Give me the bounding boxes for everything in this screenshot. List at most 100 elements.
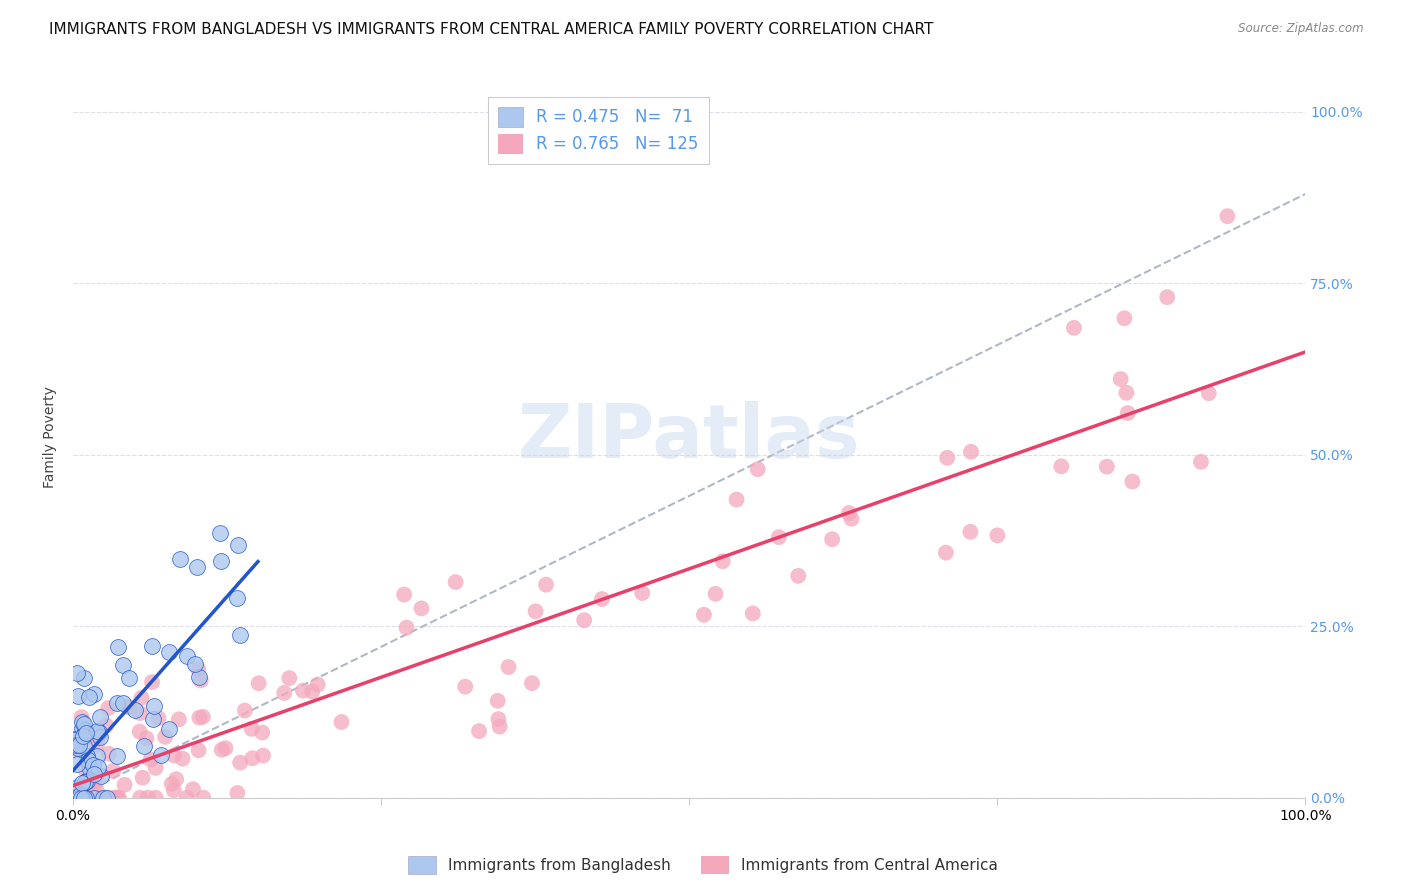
Point <box>747 462 769 476</box>
Point <box>83 790 105 805</box>
Point <box>1115 385 1137 400</box>
Point <box>135 731 157 746</box>
Point <box>70 776 93 790</box>
Point <box>83 790 105 805</box>
Point <box>186 560 208 574</box>
Point <box>77 727 100 741</box>
Point <box>66 689 89 703</box>
Point <box>73 671 96 685</box>
Point <box>229 756 252 770</box>
Point <box>395 621 418 635</box>
Point <box>301 684 323 698</box>
Point <box>63 780 86 795</box>
Point <box>87 760 110 774</box>
Point <box>468 724 491 739</box>
Point <box>187 743 209 757</box>
Point <box>936 450 959 465</box>
Point <box>153 730 176 744</box>
Point <box>486 694 509 708</box>
Point <box>86 784 108 798</box>
Point <box>1189 455 1212 469</box>
Text: Source: ZipAtlas.com: Source: ZipAtlas.com <box>1239 22 1364 36</box>
Point <box>160 777 183 791</box>
Point <box>1063 321 1085 335</box>
Point <box>841 512 863 526</box>
Point <box>141 675 163 690</box>
Point <box>70 721 93 735</box>
Point <box>142 698 165 713</box>
Point <box>76 752 98 766</box>
Point <box>94 790 117 805</box>
Point <box>63 790 86 805</box>
Point <box>105 696 128 710</box>
Point <box>139 752 162 766</box>
Point <box>70 790 93 805</box>
Point <box>96 790 118 805</box>
Point <box>86 774 108 789</box>
Point <box>229 628 252 642</box>
Point <box>1198 386 1220 401</box>
Point <box>240 751 263 765</box>
Point <box>82 782 104 797</box>
Point <box>67 790 90 805</box>
Point <box>214 741 236 756</box>
Point <box>190 673 212 688</box>
Point <box>83 790 105 805</box>
Point <box>86 749 108 764</box>
Point <box>520 676 543 690</box>
Point <box>169 552 191 566</box>
Point <box>86 738 108 752</box>
Point <box>105 790 128 805</box>
Point <box>704 587 727 601</box>
Point <box>193 790 215 805</box>
Point <box>631 586 654 600</box>
Point <box>73 790 96 805</box>
Point <box>114 778 136 792</box>
Text: ZIPatlas: ZIPatlas <box>517 401 860 474</box>
Point <box>89 730 111 744</box>
Point <box>62 733 84 747</box>
Point <box>72 790 94 805</box>
Point <box>145 790 167 805</box>
Point <box>77 756 100 771</box>
Point <box>725 492 748 507</box>
Point <box>89 790 111 805</box>
Legend: Immigrants from Bangladesh, Immigrants from Central America: Immigrants from Bangladesh, Immigrants f… <box>402 850 1004 880</box>
Point <box>65 743 87 757</box>
Point <box>454 680 477 694</box>
Point <box>107 640 129 655</box>
Point <box>163 783 186 797</box>
Point <box>101 764 124 778</box>
Point <box>1216 209 1239 223</box>
Point <box>935 546 957 560</box>
Point <box>117 671 139 685</box>
Point <box>176 790 198 805</box>
Point <box>524 604 547 618</box>
Point <box>228 538 250 552</box>
Point <box>187 662 209 676</box>
Point <box>131 690 153 705</box>
Point <box>787 569 810 583</box>
Point <box>65 783 87 797</box>
Point <box>131 771 153 785</box>
Point <box>90 790 112 805</box>
Point <box>240 722 263 736</box>
Point <box>70 710 93 724</box>
Point <box>209 554 232 568</box>
Point <box>960 444 983 458</box>
Point <box>959 524 981 539</box>
Point <box>66 757 89 772</box>
Point <box>498 660 520 674</box>
Point <box>165 772 187 787</box>
Point <box>107 790 129 805</box>
Point <box>392 588 415 602</box>
Point <box>176 648 198 663</box>
Point <box>70 790 93 805</box>
Point <box>75 764 97 778</box>
Point <box>211 743 233 757</box>
Point <box>75 726 97 740</box>
Point <box>87 725 110 739</box>
Point <box>75 773 97 788</box>
Point <box>86 723 108 738</box>
Point <box>108 790 131 805</box>
